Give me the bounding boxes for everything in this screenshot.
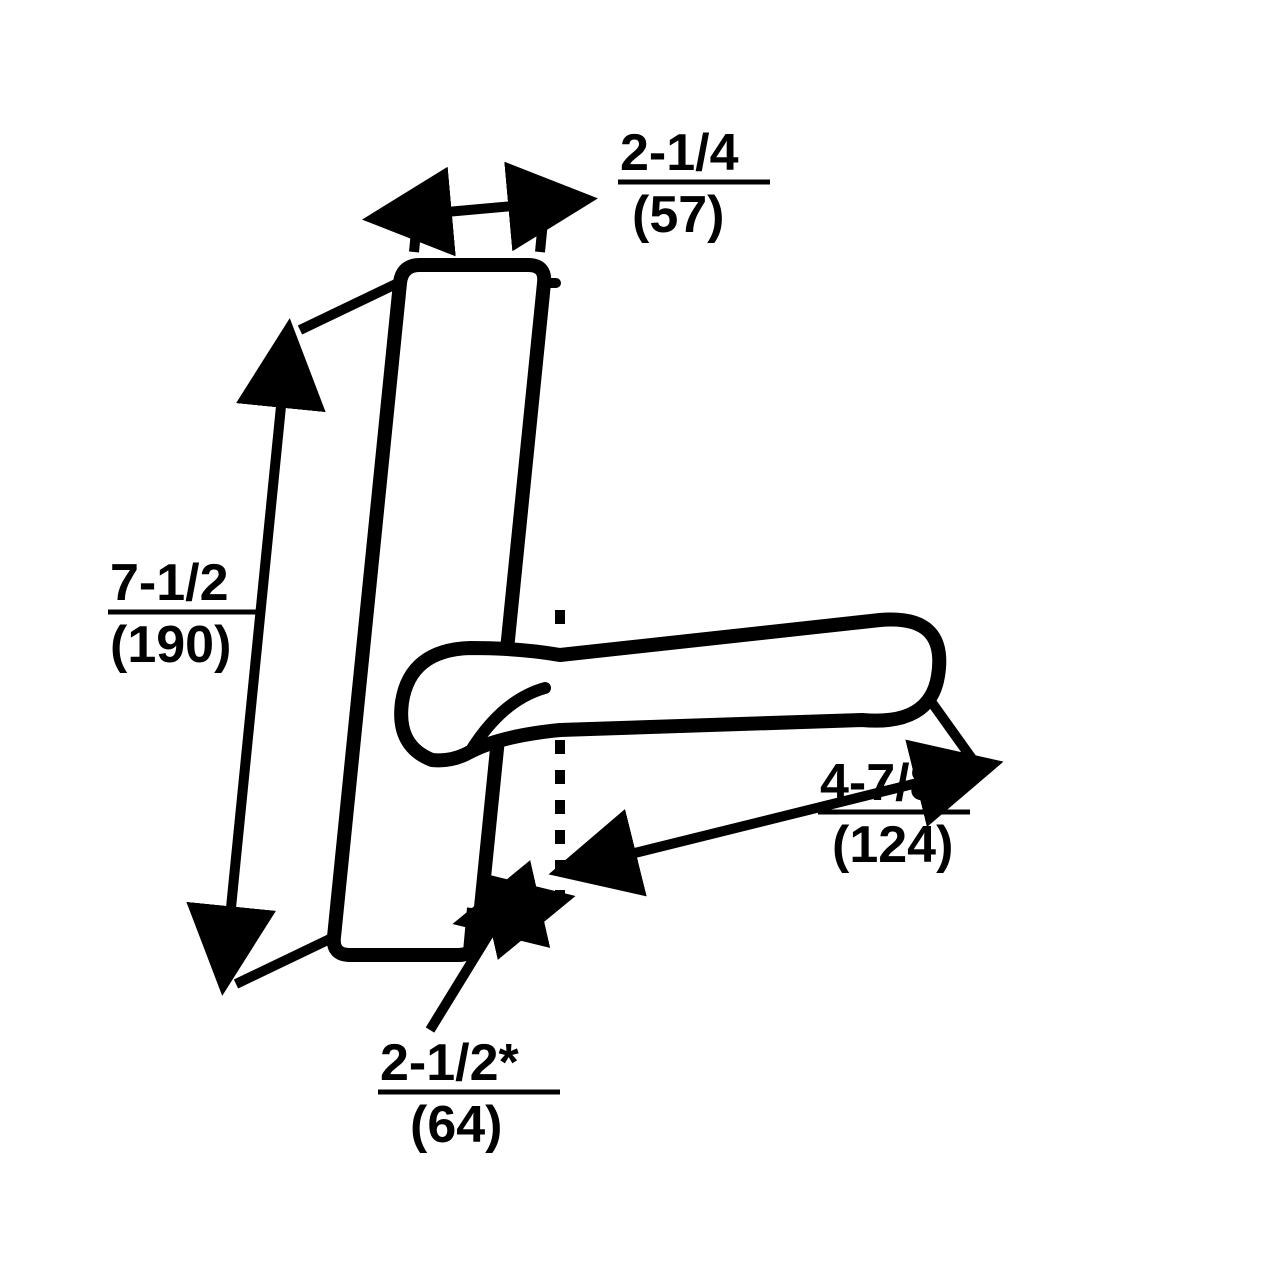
escutcheon-plate [334,265,556,955]
dimension-diagram: 2-1/4 (57) 7-1/2 (190) 4-7/8 (124) 2-1/2… [0,0,1280,1280]
dim-offset-metric: (64) [410,1096,502,1154]
dim-lever-imperial: 4-7/8 [820,754,939,812]
dim-width-imperial: 2-1/4 [620,124,739,182]
dim-plate-width: 2-1/4 (57) [380,124,770,252]
lever-handle [401,619,939,760]
dim-offset-imperial: 2-1/2* [380,1034,520,1092]
dim-width-metric: (57) [632,186,724,244]
dim-plate-height: 7-1/2 (190) [108,283,398,984]
dim-height-imperial: 7-1/2 [110,554,229,612]
dim-offset: 2-1/2* (64) [378,900,560,1154]
dim-lever-metric: (124) [832,816,953,874]
dim-height-metric: (190) [110,616,231,674]
